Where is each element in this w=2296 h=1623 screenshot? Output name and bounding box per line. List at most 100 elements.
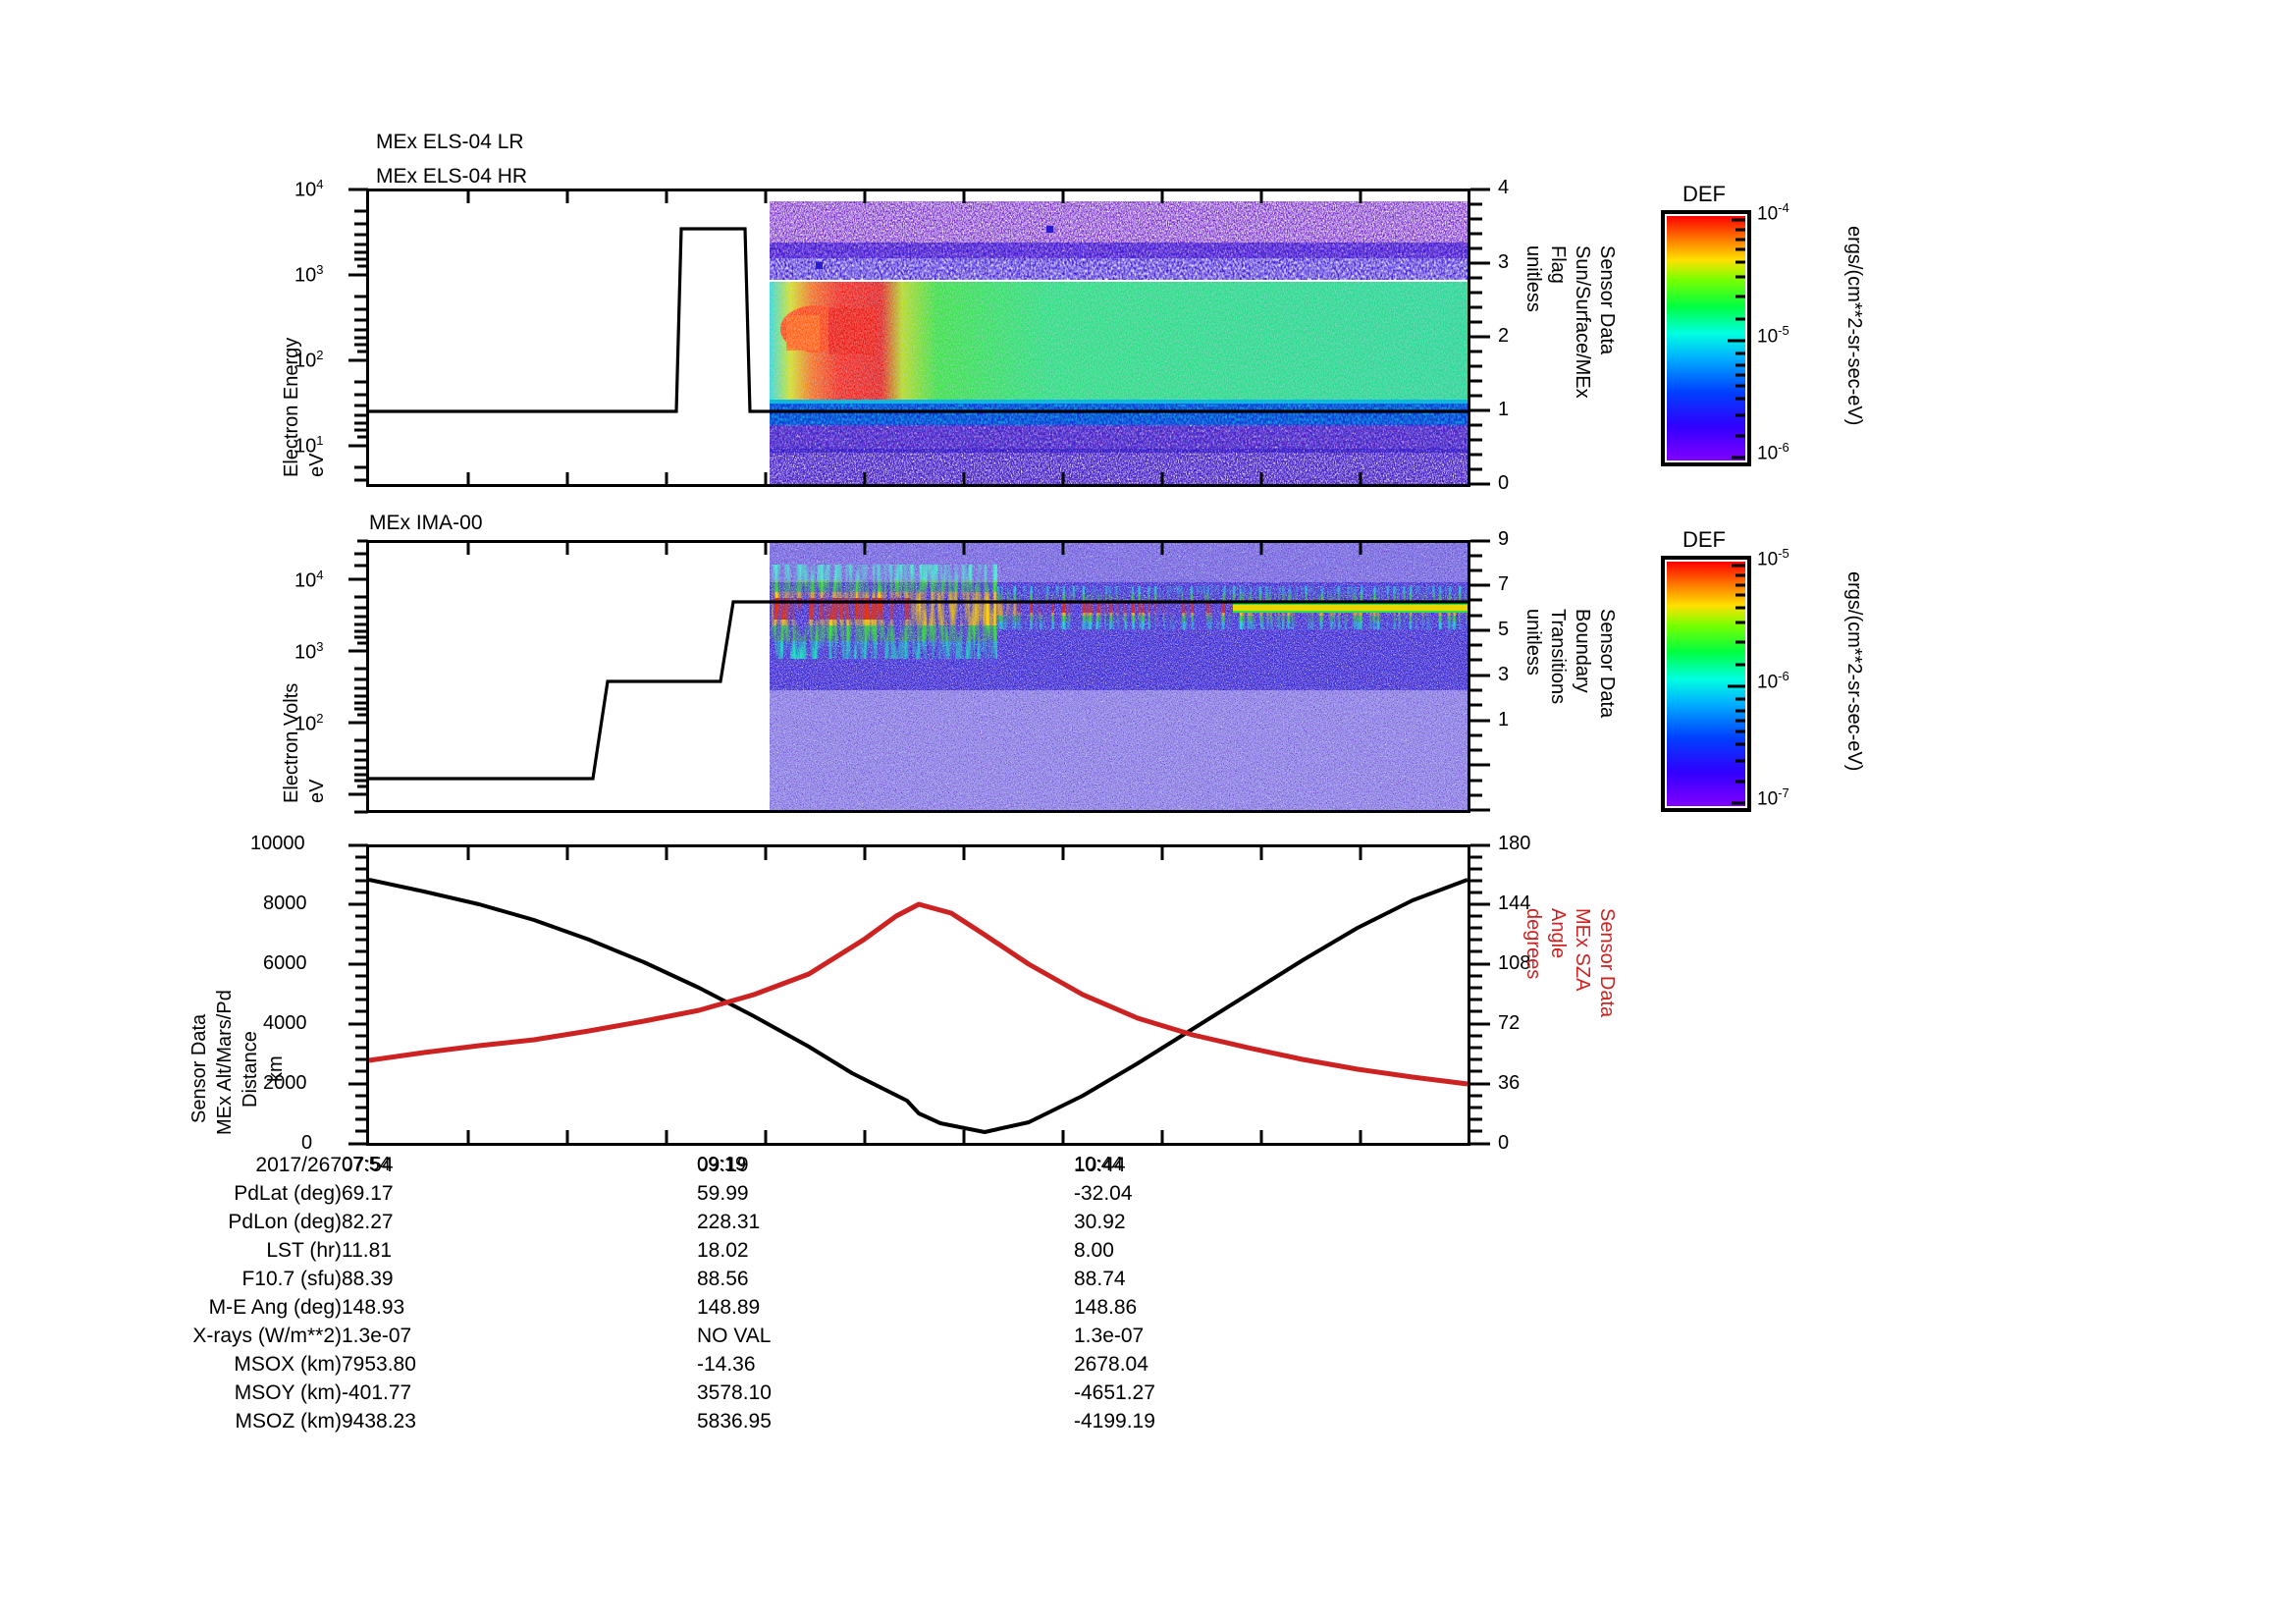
row-label: MSOY (km) [234, 1381, 342, 1404]
alt-left-label-line2: MEx Alt/Mars/Pd [214, 990, 236, 1135]
ima-right-label-line1: Sensor Data [1596, 609, 1618, 719]
ima-y2tick-1: 1 [1498, 709, 1510, 730]
colorbar-2-top-label: 10-5 [1757, 546, 1789, 570]
colorbar-1-gradient [1667, 216, 1745, 460]
alt-ytick-6000: 6000 [263, 952, 307, 974]
alt-left-label-line1: Sensor Data [188, 1013, 210, 1123]
ima-boundary-trace [369, 600, 1468, 781]
table-row: X-rays (W/m**2) 1.3e-07 NO VAL 1.3e-07 [0, 1322, 1374, 1350]
alt-ytick-8000: 8000 [263, 893, 307, 914]
row-value-2: -32.04 [1074, 1182, 1133, 1205]
alt-ytick-10000: 10000 [250, 833, 305, 854]
row-value-0: 69.17 [342, 1182, 394, 1205]
sza-y2tick-180: 180 [1498, 833, 1531, 854]
panel-ima-title: MEx IMA-00 [369, 512, 483, 534]
table-row: M-E Ang (deg) 148.93 148.89 148.86 [0, 1293, 1374, 1322]
ima-right-label-line3: Transitions [1547, 609, 1569, 705]
els-y2tick-3: 3 [1498, 251, 1510, 273]
sza-y2tick-0: 0 [1498, 1132, 1510, 1154]
ima-ytick-1e2: 102 [294, 711, 324, 735]
els-flag-trace [369, 227, 1468, 413]
ima-left-label-line1: Electron Volts [281, 682, 302, 803]
alt-ytick-2000: 2000 [263, 1072, 307, 1094]
row-value-2: -4651.27 [1074, 1381, 1155, 1404]
sza-y2tick-108: 108 [1498, 952, 1531, 974]
els-ytick-1e2: 102 [294, 348, 324, 372]
ima-left-label-line2: eV [306, 779, 328, 803]
els-right-label-line4: unitless [1522, 245, 1544, 312]
colorbar-2-bottom-label: 10-7 [1757, 785, 1789, 810]
colorbar-1-mid-label: 10-5 [1757, 323, 1789, 348]
colorbar-1-units-text: ergs/(cm**2-sr-sec-eV) [1843, 226, 1865, 426]
row-label: LST (hr) [266, 1239, 342, 1262]
row-value-2: 8.00 [1074, 1239, 1114, 1262]
row-value-0: 82.27 [342, 1211, 394, 1233]
row-value-2: 30.92 [1074, 1211, 1126, 1233]
row-value-1: 3578.10 [697, 1381, 772, 1404]
ima-top-ticks [466, 543, 1362, 555]
panel-els-right-ticks [1470, 188, 1490, 486]
panel-alt-left-label: Sensor Data MEx Alt/Mars/Pd Distance km [173, 850, 287, 1145]
panel-alt-plot[interactable] [366, 844, 1470, 1146]
alt-bottom-ticks [466, 1130, 1362, 1143]
colorbar-2-mid-label: 10-6 [1757, 669, 1789, 693]
row-value-1: 59.99 [697, 1182, 749, 1205]
ima-y2tick-3: 3 [1498, 664, 1510, 685]
alt-ytick-0: 0 [301, 1132, 313, 1154]
panel-ima-left-ticks [348, 539, 368, 814]
els-right-label-line1: Sensor Data [1596, 245, 1618, 355]
row-label: 2017/267 [255, 1154, 342, 1176]
panel-els-title-hr: MEx ELS-04 HR [376, 165, 528, 188]
ima-y2tick-7: 7 [1498, 573, 1510, 595]
row-label: MSOX (km) [234, 1353, 342, 1376]
row-label: F10.7 (sfu) [241, 1268, 342, 1290]
colorbar-1-top-label: 10-4 [1757, 200, 1789, 225]
row-label: MSOZ (km) [235, 1410, 342, 1433]
row-value-2: 2678.04 [1074, 1353, 1148, 1376]
row-value-1: 09:19 [697, 1154, 749, 1176]
panel-alt-left-ticks [348, 843, 368, 1146]
row-value-0: 7953.80 [342, 1353, 416, 1376]
row-value-0: 07:54 [342, 1154, 394, 1176]
panel-ima-left-label: Electron Volts eV [263, 546, 328, 813]
row-value-1: 5836.95 [697, 1410, 772, 1433]
colorbar-1-bottom-label: 10-6 [1757, 440, 1789, 464]
panel-els-plot[interactable] [366, 189, 1470, 487]
sza-right-label-line2: MEx SZA [1572, 908, 1593, 992]
panel-ima-plot[interactable] [366, 540, 1470, 813]
ima-right-label-line4: unitless [1522, 609, 1544, 676]
time-tick-label-0: 07:54 [342, 1154, 392, 1175]
sza-right-label-line1: Sensor Data [1596, 908, 1618, 1018]
info-table: 2017/267 07:54 09:19 10:44 PdLat (deg) 6… [0, 1151, 1374, 1435]
els-y2tick-1: 1 [1498, 399, 1510, 420]
colorbar-2-title: DEF [1682, 527, 1726, 552]
ima-y2tick-5: 5 [1498, 619, 1510, 640]
els-spectrogram [770, 201, 1468, 484]
row-value-1: 228.31 [697, 1211, 761, 1233]
els-right-label-line2: Sun/Surface/MEx [1572, 245, 1593, 399]
colorbar-1-title: DEF [1682, 182, 1726, 206]
sza-right-label-line4: degrees [1522, 908, 1544, 980]
ima-right-label-line2: Boundary [1572, 609, 1593, 693]
ima-ytick-1e3: 103 [294, 639, 324, 664]
row-value-1: -14.36 [697, 1353, 756, 1376]
row-value-0: 1.3e-07 [342, 1325, 412, 1347]
alt-ytick-4000: 4000 [263, 1012, 307, 1034]
panel-els-title-lr: MEx ELS-04 LR [376, 131, 524, 153]
time-tick-label-1: 09:19 [697, 1154, 747, 1175]
row-value-0: 148.93 [342, 1296, 405, 1319]
els-y2tick-2: 2 [1498, 325, 1510, 347]
colorbar-2-units-text: ergs/(cm**2-sr-sec-eV) [1843, 571, 1865, 772]
panel-els-canvas [369, 191, 1468, 484]
row-value-0: 11.81 [342, 1239, 392, 1262]
sza-y2tick-72: 72 [1498, 1012, 1521, 1034]
els-left-label-line2: eV [306, 453, 328, 477]
els-left-label-line1: Electron Energy [281, 337, 302, 477]
alt-distance-trace [368, 878, 1468, 1134]
table-row: MSOX (km) 7953.80 -14.36 2678.04 [0, 1350, 1374, 1379]
row-label: PdLat (deg) [234, 1182, 342, 1205]
row-value-2: 10:44 [1074, 1154, 1126, 1176]
row-value-0: 9438.23 [342, 1410, 416, 1433]
colorbar-2-gradient [1667, 562, 1745, 806]
panel-els-left-label: Electron Energy eV [263, 192, 328, 487]
